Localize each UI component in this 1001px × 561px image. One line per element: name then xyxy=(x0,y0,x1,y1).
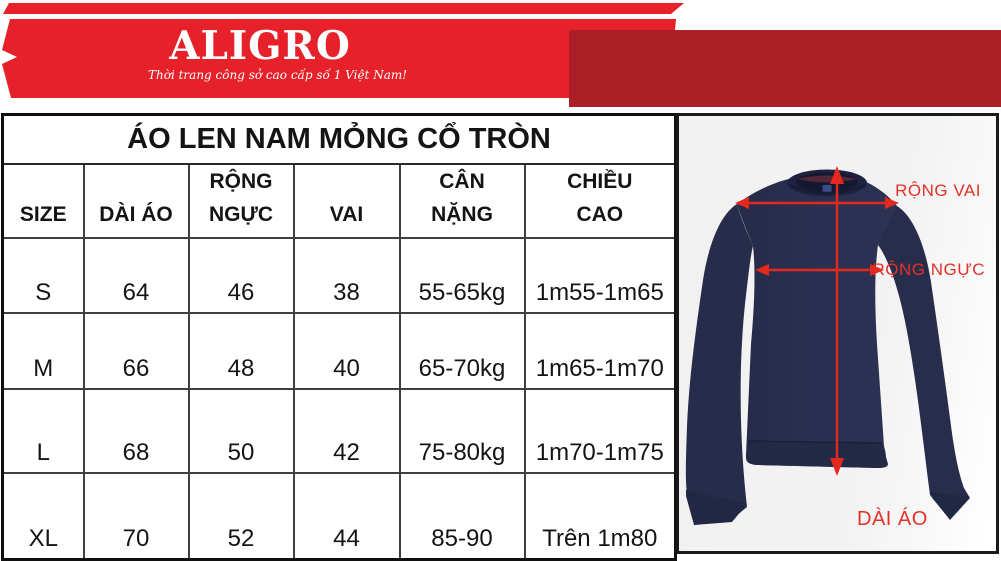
sweater-hem xyxy=(746,441,888,468)
banner-dark-block xyxy=(569,30,1001,107)
cell-can-nang: 55-65kg xyxy=(398,236,526,314)
cell-size: L xyxy=(1,387,85,474)
cell-size: M xyxy=(1,311,85,390)
banner-stripe xyxy=(3,3,684,14)
table-row-size-s: S 64 46 38 55-65kg 1m55-1m65 xyxy=(1,236,677,314)
cell-can-nang: 85-90 xyxy=(398,471,526,561)
chart-title-row: ÁO LEN NAM MỎNG CỔ TRÒN xyxy=(1,113,677,165)
shoulder-width-label: RỘNG VAI xyxy=(895,181,981,200)
product-photo-panel: RỘNG VAI RỘNG NGỰC DÀI ÁO xyxy=(676,113,999,554)
brand-logo-text: ALIGRO xyxy=(169,23,351,69)
cell-chieu-cao: Trên 1m80 xyxy=(523,471,677,561)
sweater-collar xyxy=(787,169,867,197)
cell-size: S xyxy=(1,236,85,314)
cell-dai-ao: 70 xyxy=(82,471,190,561)
shirt-length-label: DÀI ÁO xyxy=(857,508,928,530)
measurement-arrows xyxy=(745,178,889,464)
table-row-size-l: L 68 50 42 75-80kg 1m70-1m75 xyxy=(1,387,677,474)
cell-can-nang: 75-80kg xyxy=(398,387,526,474)
cell-chieu-cao: 1m70-1m75 xyxy=(523,387,677,474)
cell-chieu-cao: 1m65-1m70 xyxy=(523,311,677,390)
cell-can-nang: 65-70kg xyxy=(398,311,526,390)
col-header-can-nang: CÂN NẶNG xyxy=(398,162,526,239)
col-header-chieu-cao: CHIỀU CAO xyxy=(523,162,677,239)
sweater-measurement-diagram xyxy=(685,166,970,525)
col-header-vai: VAI xyxy=(292,162,401,239)
cell-size: XL xyxy=(1,471,85,561)
cell-rong-nguc: 50 xyxy=(187,387,295,474)
cell-vai: 44 xyxy=(292,471,401,561)
col-header-size: SIZE xyxy=(1,162,85,239)
cell-rong-nguc: 48 xyxy=(187,311,295,390)
chest-width-label: RỘNG NGỰC xyxy=(872,260,985,279)
cell-vai: 38 xyxy=(292,236,401,314)
cell-rong-nguc: 52 xyxy=(187,471,295,561)
chart-title: ÁO LEN NAM MỎNG CỔ TRÒN xyxy=(1,113,677,165)
cell-dai-ao: 68 xyxy=(82,387,190,474)
size-chart-table: ÁO LEN NAM MỎNG CỔ TRÒN SIZE DÀI ÁO RỘNG… xyxy=(1,113,678,561)
chart-header-row: SIZE DÀI ÁO RỘNG NGỰC VAI CÂN NẶNG CHIỀU… xyxy=(1,162,677,239)
cell-vai: 42 xyxy=(292,387,401,474)
cell-rong-nguc: 46 xyxy=(187,236,295,314)
cell-dai-ao: 64 xyxy=(82,236,190,314)
col-header-dai-ao: DÀI ÁO xyxy=(82,162,190,239)
brand-block: ALIGRO Thời trang công sở cao cấp số 1 V… xyxy=(148,23,408,82)
brand-tagline: Thời trang công sở cao cấp số 1 Việt Nam… xyxy=(148,68,408,82)
sweater-sleeves xyxy=(685,204,970,525)
banner-ribbon xyxy=(2,19,676,98)
cell-chieu-cao: 1m55-1m65 xyxy=(523,236,677,314)
cell-vai: 40 xyxy=(292,311,401,390)
measurement-arrowheads xyxy=(735,166,899,476)
sweater-body xyxy=(737,174,897,468)
table-row-size-xl: XL 70 52 44 85-90 Trên 1m80 xyxy=(1,471,677,561)
table-row-size-m: M 66 48 40 65-70kg 1m65-1m70 xyxy=(1,311,677,390)
col-header-rong-nguc: RỘNG NGỰC xyxy=(187,162,295,239)
cell-dai-ao: 66 xyxy=(82,311,190,390)
